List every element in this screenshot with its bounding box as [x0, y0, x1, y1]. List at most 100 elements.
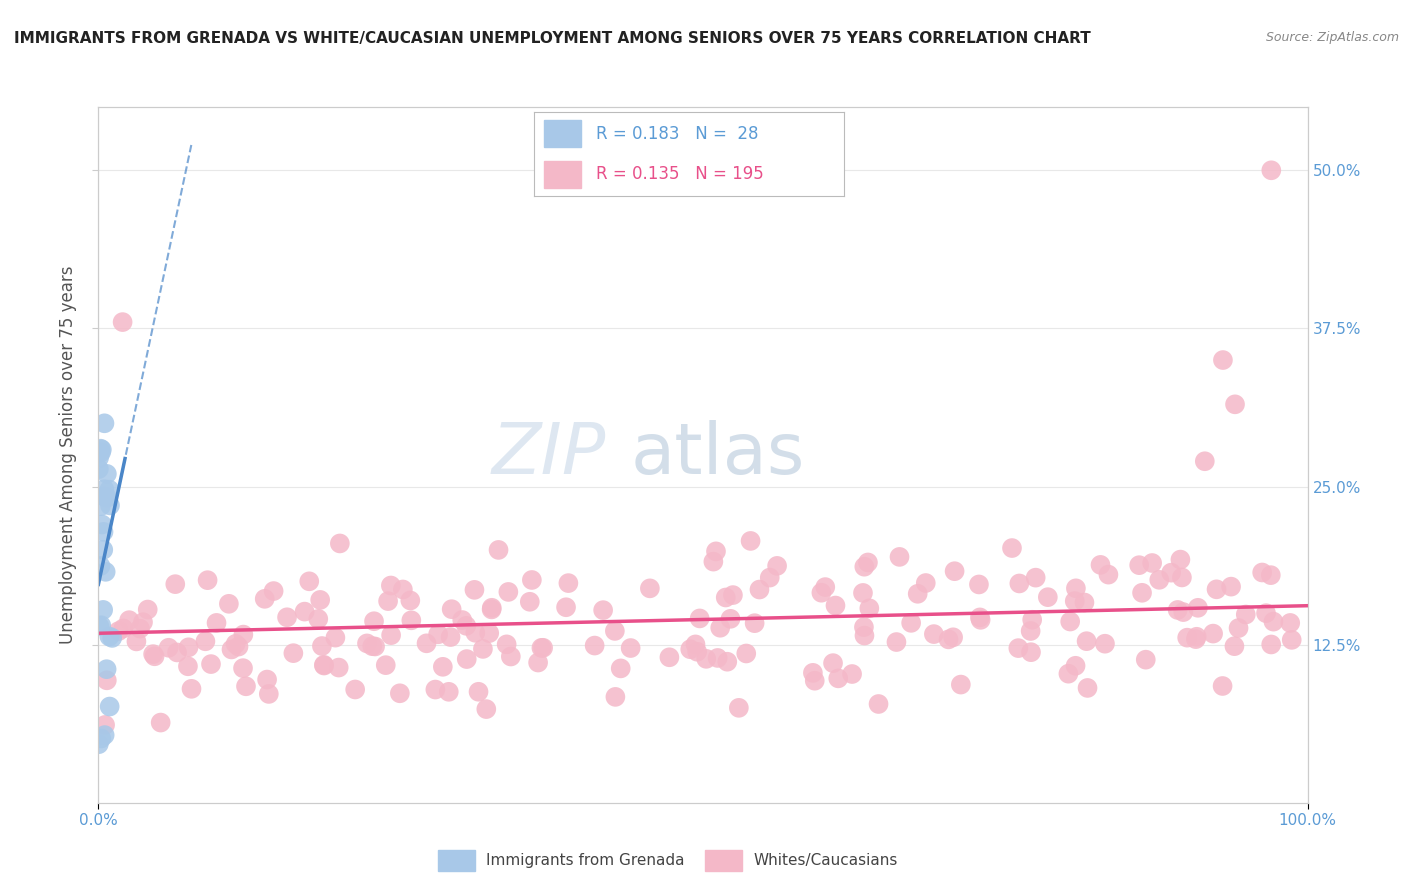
Point [853, 629, 876, 643]
Point [93, 728, 115, 742]
Point [129, 622, 152, 636]
Point [439, 630, 461, 644]
Point [90, 442, 112, 457]
Point [298, 574, 321, 589]
Point [605, 690, 627, 704]
Point [740, 533, 762, 548]
Point [312, 657, 335, 672]
Point [157, 640, 180, 655]
Point [914, 576, 936, 591]
Point [232, 661, 254, 675]
Point [228, 640, 250, 654]
Point [735, 647, 758, 661]
Point [90, 618, 112, 632]
Point [704, 544, 727, 558]
Point [363, 614, 385, 628]
Point [205, 615, 228, 630]
Point [488, 542, 510, 557]
Point [852, 586, 875, 600]
Point [440, 602, 463, 616]
Point [499, 649, 522, 664]
Point [714, 591, 737, 605]
Text: atlas: atlas [630, 420, 804, 490]
Point [475, 702, 498, 716]
Point [1036, 590, 1059, 604]
Point [415, 636, 437, 650]
Point [93, 482, 115, 496]
Point [695, 652, 717, 666]
Point [456, 619, 478, 633]
Point [603, 624, 626, 638]
Point [967, 577, 990, 591]
Point [471, 641, 494, 656]
Point [309, 593, 332, 607]
Point [1223, 397, 1246, 411]
Point [1167, 603, 1189, 617]
Point [1251, 566, 1274, 580]
Point [1171, 570, 1194, 584]
Point [325, 631, 347, 645]
Point [889, 549, 911, 564]
Point [1234, 607, 1257, 622]
Point [96, 673, 118, 688]
Point [467, 685, 489, 699]
Point [1254, 606, 1277, 620]
Point [177, 659, 200, 673]
Point [380, 628, 402, 642]
Point [98, 483, 121, 497]
Point [1021, 613, 1043, 627]
Point [1160, 566, 1182, 580]
Point [118, 613, 141, 627]
Point [1076, 681, 1098, 695]
Point [495, 637, 517, 651]
Point [90, 442, 112, 456]
Point [87, 462, 110, 476]
Point [689, 611, 711, 625]
Text: R = 0.183   N =  28: R = 0.183 N = 28 [596, 125, 759, 143]
Point [94, 718, 117, 732]
Point [685, 637, 707, 651]
Point [520, 573, 543, 587]
Point [1090, 558, 1112, 572]
Point [1185, 632, 1208, 647]
Point [1097, 567, 1119, 582]
Point [166, 645, 188, 659]
Y-axis label: Unemployment Among Seniors over 75 years: Unemployment Among Seniors over 75 years [59, 266, 77, 644]
Point [1059, 615, 1081, 629]
Point [456, 652, 478, 666]
Point [821, 656, 844, 670]
Point [90, 731, 112, 746]
Point [263, 584, 285, 599]
Point [969, 613, 991, 627]
Bar [437, 850, 475, 871]
Point [329, 536, 352, 550]
Point [432, 660, 454, 674]
Point [112, 621, 135, 635]
Point [143, 649, 166, 664]
Point [1212, 353, 1234, 368]
Point [592, 603, 614, 617]
Point [90, 499, 112, 513]
Point [922, 627, 945, 641]
Point [721, 588, 744, 602]
Point [720, 612, 742, 626]
Point [218, 597, 240, 611]
Bar [544, 120, 581, 147]
Point [200, 657, 222, 671]
Point [107, 624, 129, 639]
Text: Immigrants from Grenada: Immigrants from Grenada [486, 854, 685, 868]
Point [91, 603, 114, 617]
Point [481, 600, 503, 615]
Point [136, 602, 159, 616]
Point [180, 681, 202, 696]
Point [1205, 582, 1227, 597]
Point [758, 571, 780, 585]
Point [1223, 639, 1246, 653]
Point [886, 635, 908, 649]
Point [1227, 621, 1250, 635]
Point [841, 667, 863, 681]
Point [380, 578, 402, 592]
Point [1135, 653, 1157, 667]
Point [101, 631, 124, 645]
Point [1073, 595, 1095, 609]
